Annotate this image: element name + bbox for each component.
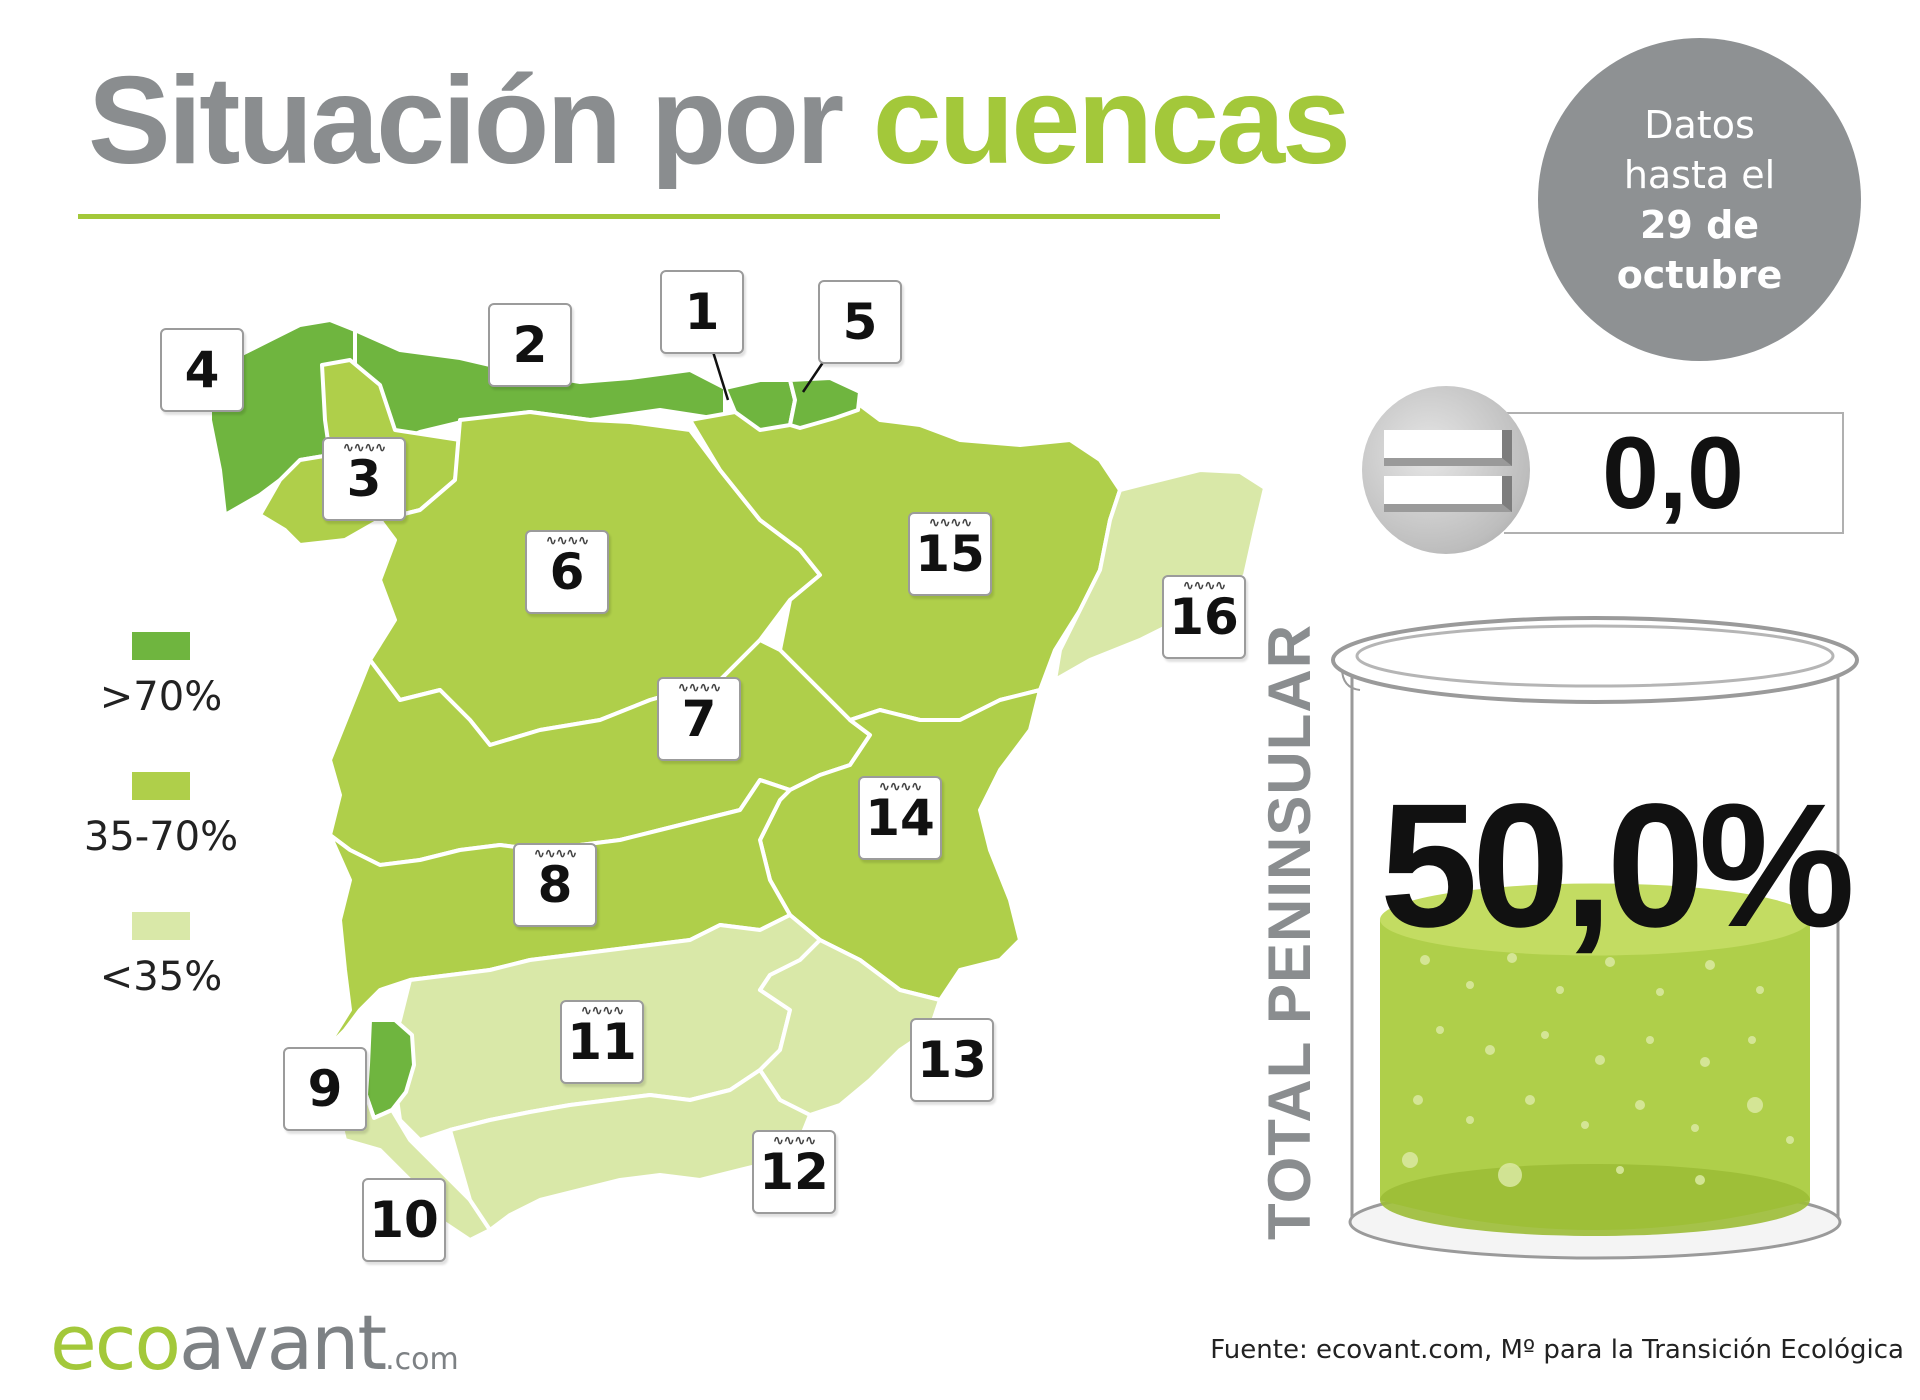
- date-line-1: Datos: [1644, 102, 1755, 147]
- legend-item-medium: 35-70%: [76, 772, 246, 860]
- total-value: 50,0%: [1380, 768, 1855, 964]
- basin-label-2: 2: [488, 303, 572, 387]
- basin-label-1: 1: [660, 270, 744, 354]
- date-line-2: hasta el: [1623, 152, 1776, 197]
- logo-domain: .com: [385, 1342, 459, 1377]
- page-title: Situación por cuencas: [88, 50, 1351, 192]
- title-underline: [78, 214, 1220, 219]
- legend-item-low: <35%: [76, 912, 246, 1000]
- basin-label-8: 8: [513, 843, 597, 927]
- basin-9-region: [364, 1018, 416, 1120]
- legend-label-high: >70%: [99, 674, 223, 720]
- basin-label-13: 13: [910, 1018, 994, 1102]
- basin-5-region: [788, 376, 862, 430]
- equals-icon: [1362, 386, 1530, 554]
- basin-label-15: 15: [908, 512, 992, 596]
- legend-swatch-low: [132, 912, 190, 940]
- legend-swatch-high: [132, 632, 190, 660]
- basin-13-region: [758, 938, 942, 1117]
- basin-label-9: 9: [283, 1047, 367, 1131]
- legend-label-medium: 35-70%: [83, 814, 239, 860]
- title-main: Situación por: [88, 52, 873, 190]
- basin-label-16: 16: [1162, 575, 1246, 659]
- legend-label-low: <35%: [99, 954, 223, 1000]
- total-jar: [1331, 616, 1859, 1260]
- basin-label-3: 3: [322, 437, 406, 521]
- jar-liquid: [1380, 919, 1810, 1230]
- basin-label-11: 11: [560, 1000, 644, 1084]
- change-value: 0,0: [1504, 412, 1844, 534]
- total-label: TOTAL PENINSULAR: [1256, 623, 1323, 1240]
- basin-label-14: 14: [858, 776, 942, 860]
- legend-swatch-medium: [132, 772, 190, 800]
- title-accent: cuencas: [872, 52, 1351, 190]
- date-line-4: octubre: [1616, 252, 1783, 297]
- logo-avant: avant: [179, 1298, 387, 1387]
- legend-item-high: >70%: [76, 632, 246, 720]
- date-badge: Datos hasta el 29 de octubre: [1538, 38, 1861, 361]
- brand-logo: ecoavant.com: [50, 1298, 459, 1387]
- basin-label-5: 5: [818, 280, 902, 364]
- date-line-3: 29 de: [1639, 202, 1760, 247]
- jar-liquid-surface: [1380, 883, 1810, 956]
- basin-label-12: 12: [752, 1130, 836, 1214]
- source-note: Fuente: ecovant.com, Mº para la Transici…: [1210, 1335, 1904, 1365]
- basin-label-10: 10: [362, 1178, 446, 1262]
- basin-label-4: 4: [160, 328, 244, 412]
- logo-eco: eco: [50, 1298, 181, 1387]
- basin-label-6: 6: [525, 530, 609, 614]
- basin-15-region: [688, 393, 1122, 722]
- basin-label-7: 7: [657, 677, 741, 761]
